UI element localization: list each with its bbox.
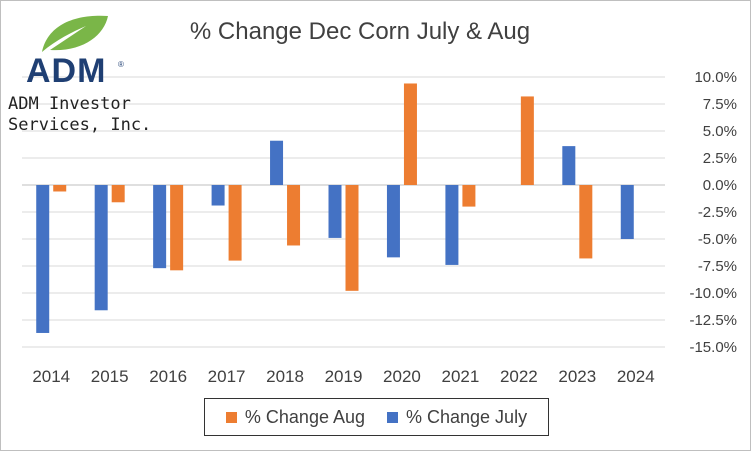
adm-logo: ADM ® ADM Investor Services, Inc. [8,10,151,140]
y-tick-label: -7.5% [698,258,737,275]
x-tick-label: 2018 [266,367,304,386]
x-tick-label: 2022 [500,367,538,386]
x-tick-label: 2014 [32,367,70,386]
bar-july-2019 [328,185,342,238]
x-tick-label: 2017 [208,367,246,386]
x-tick-label: 2019 [325,367,363,386]
company-line-2: Services, Inc. [8,115,152,135]
bar-aug-2021 [462,185,476,207]
x-tick-label: 2024 [617,367,655,386]
gridlines [22,76,665,348]
bar-july-2016 [153,185,167,269]
x-tick-label: 2021 [441,367,479,386]
chart-title: % Change Dec Corn July & Aug [189,18,531,45]
y-tick-label: 10.0% [694,69,737,86]
legend-swatch-july [387,411,398,423]
legend-item-july: % Change July [387,407,527,428]
bar-july-2017 [211,185,225,206]
y-tick-label: -2.5% [698,204,737,221]
y-tick-label: 7.5% [703,96,737,113]
y-tick-label: 2.5% [703,150,737,167]
bar-aug-2014 [53,185,67,192]
x-tick-label: 2015 [91,367,129,386]
legend-swatch-aug [225,411,237,423]
logo-trademark: ® [118,60,124,69]
x-tick-label: 2016 [149,367,187,386]
bar-july-2020 [386,185,400,258]
bar-july-2023 [562,146,576,185]
bar-aug-2018 [287,185,301,246]
bar-aug-2023 [579,185,593,259]
legend-label-july: % Change July [406,406,528,427]
bar-july-2024 [620,185,634,239]
logo-wordmark: ADM [26,52,107,90]
legend: % Change Aug % Change July [204,398,549,436]
company-name: ADM Investor Services, Inc. [8,94,151,136]
y-tick-label: -10.0% [689,285,737,302]
bar-july-2014 [36,185,50,333]
y-tick-label: -15.0% [689,339,737,356]
y-tick-label: -5.0% [698,231,737,248]
bar-aug-2022 [520,96,534,185]
leaf-icon [42,15,108,52]
y-tick-labels: 10.0% 7.5% 5.0% 2.5% 0.0% -2.5% -5.0% -7.5% -10.… [689,69,737,356]
x-tick-label: 2023 [558,367,596,386]
bar-aug-2015 [111,185,125,203]
bar-july-2015 [94,185,108,311]
bar-aug-2016 [170,185,184,271]
bar-july-2021 [445,185,459,265]
x-tick-labels: 2014 2015 2016 2017 2018 2019 2020 2021 2022 2023… [32,367,654,386]
bar-aug-2020 [403,83,417,185]
legend-label-aug: % Change Aug [244,406,365,427]
bar-july-2018 [270,140,284,185]
y-tick-label: -12.5% [689,312,737,329]
company-line-1: ADM Investor [8,94,131,114]
bar-aug-2019 [345,185,359,291]
x-tick-label: 2020 [383,367,421,386]
legend-item-aug: % Change Aug [225,406,365,428]
y-tick-label: 0.0% [703,177,737,194]
bar-aug-2017 [228,185,242,261]
bars [36,83,634,333]
y-tick-label: 5.0% [703,123,737,140]
